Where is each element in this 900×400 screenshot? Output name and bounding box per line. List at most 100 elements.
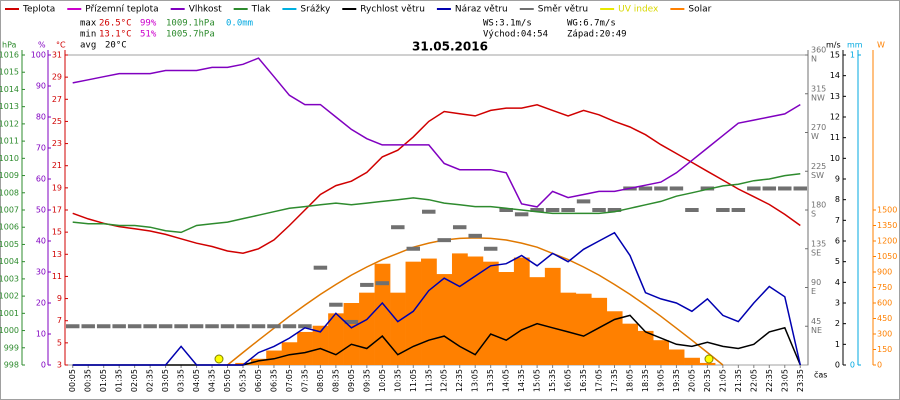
y-tick-label: 1050	[877, 252, 897, 261]
x-tick-label: 15:35	[548, 369, 557, 392]
x-tick-label: 00:05	[68, 369, 77, 392]
x-tick-label: 06:35	[269, 369, 278, 392]
x-tick-label: 08:35	[331, 369, 340, 392]
wind-direction	[592, 208, 606, 212]
y-tick-label: 1006	[0, 223, 19, 232]
axis-unit: °C	[56, 41, 66, 50]
wind-stat: WS:3.1m/s	[483, 19, 532, 29]
y-tick-label: 5	[835, 257, 840, 266]
y-tick-label: 31	[52, 51, 62, 60]
sun-time: Východ:04:54	[483, 30, 548, 40]
y-tick-label: 15	[830, 51, 840, 60]
wind-direction	[313, 265, 328, 270]
y-tick-label: 1002	[0, 292, 19, 301]
stat-value: 99%	[140, 19, 157, 29]
y-tick-label: 1009	[0, 171, 19, 180]
wind-direction	[685, 208, 699, 212]
wind-direction	[700, 186, 715, 191]
legend-label: Náraz větru	[455, 5, 508, 15]
wind-direction	[437, 238, 451, 243]
x-tick-label: 15:05	[533, 369, 542, 392]
stat-label: avg	[80, 41, 96, 51]
wind-direction	[375, 281, 390, 286]
x-tick-label: 18:35	[641, 369, 650, 392]
y-tick-label: 1001	[0, 309, 19, 318]
y-tick-label: 5	[57, 338, 62, 347]
y-tick-label: 9	[57, 294, 62, 303]
y-tick-label: 360	[811, 46, 826, 55]
y-tick-label: 70	[36, 144, 46, 153]
y-tick-label: 4	[835, 278, 840, 287]
wind-direction	[762, 186, 777, 191]
y-tick-label: 180	[811, 201, 826, 210]
y-tick-label: 300	[877, 330, 892, 339]
solar-bar	[297, 331, 313, 365]
wind-direction	[236, 324, 250, 329]
wind-direction	[96, 324, 111, 329]
x-tick-label: 02:35	[146, 369, 155, 392]
y-tick-label: 10	[36, 330, 46, 339]
y-tick-label: 3	[835, 299, 840, 308]
y-tick-label: 29	[52, 73, 62, 82]
solar-bar	[575, 293, 592, 365]
y-tick-label: 90	[811, 278, 821, 287]
solar-bar	[421, 258, 437, 365]
x-tick-label: 20:05	[687, 369, 696, 392]
wind-direction	[220, 324, 235, 329]
legend-label: Solar	[688, 5, 711, 15]
wind-direction	[452, 225, 467, 230]
x-tick-label: 11:35	[424, 369, 433, 392]
x-tick-label: 21:05	[718, 369, 727, 392]
y-tick-label: 1008	[0, 188, 19, 197]
y-tick-label: 3	[57, 361, 62, 370]
solar-bar	[451, 253, 468, 365]
x-tick-label: 18:05	[625, 369, 634, 392]
y-tick-label: 1200	[877, 237, 897, 246]
solar-bar	[637, 330, 654, 365]
axis-unit: W	[877, 41, 885, 50]
wind-direction	[189, 324, 204, 329]
direction-label: NW	[811, 93, 825, 102]
wind-direction	[468, 233, 482, 238]
stat-label: max	[80, 19, 97, 29]
solar-bar	[668, 349, 685, 365]
y-tick-label: 2	[835, 319, 840, 328]
wind-direction	[669, 186, 684, 191]
wind-direction	[778, 186, 792, 191]
wind-direction	[793, 186, 807, 191]
y-tick-label: 21	[52, 161, 62, 170]
direction-label: NE	[811, 326, 822, 335]
x-tick-label: 16:35	[579, 369, 588, 392]
x-tick-label: 20:35	[703, 369, 712, 392]
y-tick-label: 1012	[0, 119, 19, 128]
wind-direction	[514, 212, 529, 217]
y-tick-label: 750	[877, 283, 892, 292]
x-tick-label: 16:05	[564, 369, 573, 392]
wind-direction	[406, 246, 421, 251]
y-tick-label: 80	[36, 113, 46, 122]
y-tick-label: 150	[877, 345, 892, 354]
x-tick-label: 06:05	[254, 369, 263, 392]
x-tick-label: 21:35	[734, 369, 743, 392]
y-tick-label: 135	[811, 239, 826, 248]
wind-direction	[654, 186, 668, 191]
direction-label: E	[811, 287, 816, 296]
y-tick-label: 15	[52, 228, 62, 237]
solar-bar	[359, 292, 375, 365]
solar-bar	[266, 350, 283, 365]
x-tick-label: 10:05	[378, 369, 387, 392]
axis-unit: %	[38, 41, 46, 50]
x-tick-label: 14:05	[502, 369, 511, 392]
solar-bar	[312, 325, 329, 365]
y-tick-label: 14	[830, 71, 840, 80]
legend-label: UV index	[618, 5, 659, 15]
wind-direction	[747, 186, 761, 191]
sun-time: Západ:20:49	[567, 30, 627, 40]
series-line	[72, 231, 802, 366]
legend-label: Směr větru	[538, 5, 588, 15]
legend-label: Teplota	[22, 5, 55, 15]
legend-label: Rychlost větru	[360, 5, 425, 15]
y-tick-label: 17	[52, 206, 62, 215]
solar-bar	[250, 358, 267, 365]
x-tick-label: 23:35	[796, 369, 805, 392]
